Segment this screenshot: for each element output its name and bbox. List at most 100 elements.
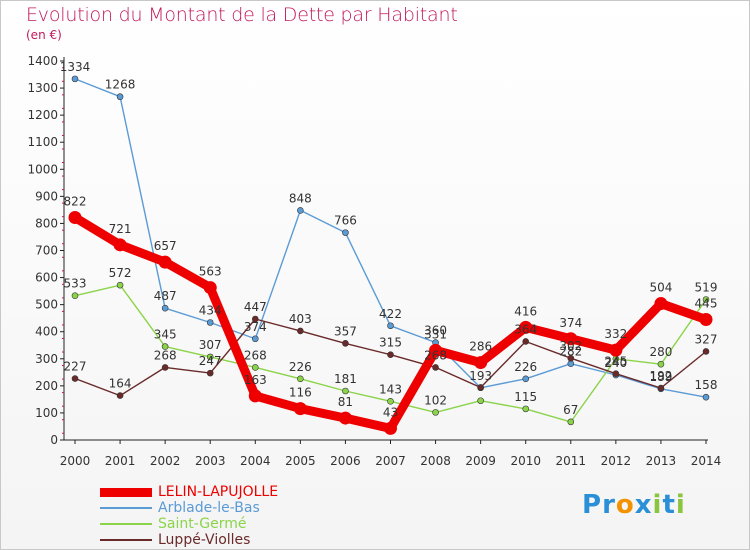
legend-item: Arblade-le-Bas: [100, 500, 278, 516]
data-point: [116, 93, 124, 101]
data-label: 116: [289, 386, 312, 400]
data-point: [387, 397, 394, 405]
data-point: [654, 297, 668, 311]
legend: LELIN-LAPUJOLLE Arblade-le-Bas Saint-Germé…: [100, 484, 278, 548]
data-point: [293, 402, 307, 416]
data-label: 848: [289, 191, 312, 205]
data-point: [116, 281, 124, 289]
data-label: 445: [695, 297, 718, 311]
data-point: [519, 320, 533, 334]
legend-item: Saint-Germé: [100, 516, 278, 532]
data-label: 434: [199, 304, 222, 318]
data-label: 189: [649, 370, 672, 384]
data-label: 1334: [60, 60, 91, 74]
legend-label: Luppé-Violles: [158, 532, 251, 548]
chart-unit: (en €): [26, 28, 62, 42]
data-label: 193: [469, 369, 492, 383]
data-point: [567, 418, 575, 426]
y-tick-label: 700: [35, 244, 58, 258]
data-label: 822: [64, 194, 87, 208]
data-label: 268: [244, 348, 267, 362]
y-tick-label: 1000: [27, 162, 58, 176]
legend-swatch: [100, 487, 152, 497]
data-point: [206, 319, 214, 326]
data-point: [161, 364, 169, 371]
x-tick-label: 2000: [60, 454, 91, 468]
x-tick-label: 2011: [556, 454, 587, 468]
data-label: 331: [424, 327, 447, 341]
y-tick-label: 0: [50, 433, 58, 447]
data-label: 657: [154, 239, 177, 253]
data-label: 240: [604, 356, 627, 370]
data-label: 282: [559, 345, 582, 359]
data-label: 572: [109, 266, 132, 280]
x-tick-label: 2002: [150, 454, 181, 468]
chart-title: Evolution du Montant de la Dette par Hab…: [26, 4, 458, 26]
data-label: 245: [604, 355, 627, 369]
x-tick-label: 2003: [195, 454, 226, 468]
data-label: 268: [154, 348, 177, 362]
data-point: [68, 210, 82, 224]
data-label: 302: [559, 339, 582, 353]
data-label: 533: [64, 277, 87, 291]
data-label: 374: [559, 316, 582, 330]
data-point: [474, 356, 488, 370]
logo-letter: P: [582, 490, 603, 520]
data-label: 164: [109, 377, 132, 391]
data-label: 519: [695, 280, 718, 294]
data-label: 280: [649, 345, 672, 359]
logo-letter: o: [615, 490, 635, 520]
logo-letter: i: [675, 490, 686, 520]
y-tick-label: 1200: [27, 108, 58, 122]
data-point: [71, 75, 79, 83]
y-tick-label: 1300: [27, 81, 58, 95]
legend-swatch: [100, 523, 152, 525]
y-tick-label: 600: [35, 271, 58, 285]
y-tick-label: 900: [35, 189, 58, 203]
data-point: [206, 369, 214, 377]
x-tick-label: 2001: [105, 454, 136, 468]
logo-letter: r: [602, 490, 616, 520]
data-label: 327: [695, 332, 718, 346]
legend-swatch: [100, 507, 152, 509]
data-point: [609, 343, 623, 357]
data-point: [567, 354, 575, 362]
data-point: [567, 360, 575, 367]
data-label: 364: [514, 322, 537, 336]
data-label: 374: [244, 320, 267, 334]
logo-letter: t: [662, 490, 676, 520]
data-label: 403: [289, 312, 312, 326]
data-label: 563: [199, 265, 222, 279]
legend-label: LELIN-LAPUJOLLE: [158, 484, 279, 500]
y-tick-label: 800: [35, 216, 58, 230]
data-label: 163: [244, 373, 267, 387]
data-point: [522, 338, 530, 345]
data-label: 226: [289, 360, 312, 374]
data-point: [206, 353, 214, 361]
data-label: 487: [154, 289, 177, 303]
data-label: 247: [199, 354, 222, 368]
data-point: [384, 421, 397, 435]
data-label: 226: [514, 360, 537, 374]
data-point: [477, 397, 484, 405]
data-label: 1268: [105, 78, 136, 92]
x-tick-label: 2008: [420, 454, 451, 468]
data-label: 43: [383, 405, 398, 419]
x-tick-label: 2014: [691, 454, 722, 468]
data-label: 332: [604, 327, 627, 341]
data-point: [522, 405, 530, 413]
legend-label: Arblade-le-Bas: [158, 500, 260, 516]
data-label: 67: [563, 403, 578, 417]
data-label: 345: [154, 328, 177, 342]
data-point: [297, 327, 304, 335]
data-point: [702, 393, 710, 401]
data-point: [477, 384, 484, 391]
data-label: 422: [379, 307, 402, 321]
data-point: [161, 304, 169, 312]
data-point: [342, 387, 349, 395]
data-point: [702, 296, 710, 303]
data-label: 447: [244, 300, 267, 314]
data-point: [71, 292, 79, 300]
data-point: [158, 255, 172, 269]
